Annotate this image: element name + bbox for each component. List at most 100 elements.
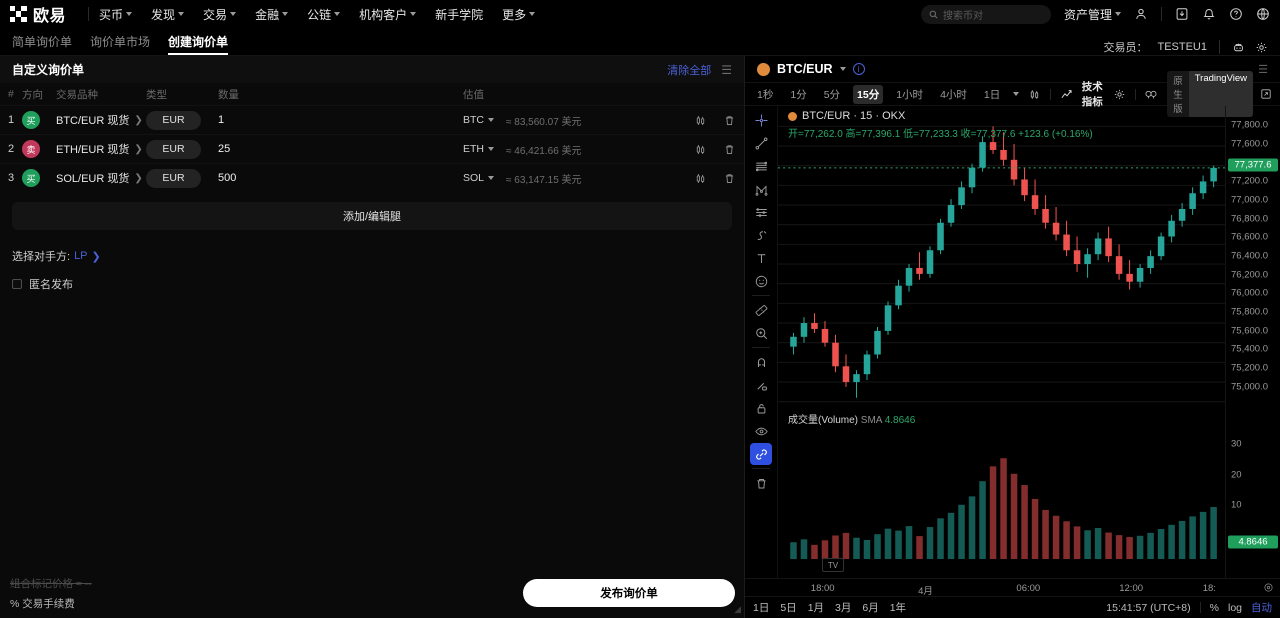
chart-plot[interactable]: BTC/EUR · 15 · OKX 开=77,262.0 高=77,396.1… xyxy=(778,106,1225,578)
direction-badge-buy[interactable]: 买 xyxy=(22,169,40,187)
nav-item-more[interactable]: 更多 xyxy=(502,6,536,23)
currency-selector[interactable]: BTC xyxy=(463,114,494,126)
table-row[interactable]: 3 买 SOL/EUR 现货 ❯ EUR 500 SOL ≈ 63,147.15… xyxy=(0,163,744,192)
range-1d[interactable]: 1日 xyxy=(753,602,770,614)
search-input[interactable]: 搜索币对 xyxy=(920,4,1051,24)
nav-item-trade[interactable]: 交易 xyxy=(203,6,237,23)
nav-item-institutional[interactable]: 机构客户 xyxy=(359,6,417,23)
chevron-down-icon[interactable] xyxy=(1013,92,1020,96)
info-icon[interactable]: i xyxy=(852,63,865,75)
compare-symbol-icon[interactable] xyxy=(1144,88,1158,101)
currency-selector[interactable]: ETH xyxy=(463,143,494,155)
log-scale-button[interactable]: log xyxy=(1227,601,1242,614)
timeframe-4h[interactable]: 4小时 xyxy=(940,88,967,101)
row-symbol[interactable]: ETH/EUR 现货 ❯ xyxy=(56,141,146,157)
delete-icon[interactable] xyxy=(723,114,736,127)
zoom-tool-icon[interactable] xyxy=(750,322,772,344)
type-pill[interactable]: EUR xyxy=(146,139,201,159)
chart-panel-menu-icon[interactable]: ☰ xyxy=(1258,63,1268,76)
assets-management-menu[interactable]: 资产管理 xyxy=(1064,6,1121,23)
candlestick-icon[interactable] xyxy=(694,114,707,127)
timeframe-1h[interactable]: 1小时 xyxy=(896,88,924,101)
nav-item-finance[interactable]: 金融 xyxy=(255,6,289,23)
pitchfork-tool-icon[interactable] xyxy=(750,178,772,200)
nav-item-buy-crypto[interactable]: 买币 xyxy=(99,6,133,23)
resize-handle[interactable]: ◢ xyxy=(734,604,741,614)
range-1m[interactable]: 1月 xyxy=(807,602,825,614)
text-tool-icon[interactable] xyxy=(750,247,772,269)
globe-icon[interactable] xyxy=(1256,7,1270,21)
range-3m[interactable]: 3月 xyxy=(835,602,852,614)
quantity-input[interactable]: 25 xyxy=(218,143,231,155)
gear-icon[interactable] xyxy=(1255,41,1268,54)
remove-drawings-icon[interactable] xyxy=(750,472,772,494)
timeframe-1m[interactable]: 1分 xyxy=(790,88,807,101)
row-direction[interactable]: 卖 xyxy=(22,140,56,158)
table-row[interactable]: 1 买 BTC/EUR 现货 ❯ EUR 1 BTC ≈ 83,560.07 美… xyxy=(0,105,744,134)
help-icon[interactable] xyxy=(1229,7,1243,21)
price-axis[interactable]: 77,800.077,600.077,400.077,200.077,000.0… xyxy=(1225,106,1280,578)
add-edit-leg-button[interactable]: 添加/编辑腿 xyxy=(12,202,732,230)
candlestick-icon[interactable] xyxy=(694,172,707,185)
range-5d[interactable]: 5日 xyxy=(780,602,797,614)
delete-icon[interactable] xyxy=(723,143,736,156)
type-pill[interactable]: EUR xyxy=(146,110,201,130)
table-row[interactable]: 2 卖 ETH/EUR 现货 ❯ EUR 25 ETH ≈ 46,421.66 … xyxy=(0,134,744,163)
nav-item-academy[interactable]: 新手学院 xyxy=(435,6,483,23)
range-6m[interactable]: 6月 xyxy=(862,602,879,614)
clear-all-button[interactable]: 清除全部 xyxy=(667,64,712,77)
anonymous-publish-row[interactable]: 匿名发布 xyxy=(0,264,744,292)
currency-selector[interactable]: SOL xyxy=(463,172,495,184)
quantity-input[interactable]: 500 xyxy=(218,172,237,184)
quantity-input[interactable]: 1 xyxy=(218,114,225,126)
counterparty-value[interactable]: LP xyxy=(74,250,88,262)
crosshair-tool-icon[interactable] xyxy=(750,109,772,131)
lock-icon[interactable] xyxy=(750,397,772,419)
anonymous-checkbox[interactable] xyxy=(12,279,22,289)
link-tool-icon[interactable] xyxy=(750,443,772,465)
indicators-icon[interactable] xyxy=(1060,88,1073,101)
measure-tool-icon[interactable] xyxy=(750,299,772,321)
tab-simple-rfq[interactable]: 简单询价单 xyxy=(12,28,72,55)
panel-menu-icon[interactable]: ☰ xyxy=(721,62,732,77)
row-direction[interactable]: 买 xyxy=(22,169,56,187)
indicators-label[interactable]: 技术指标 xyxy=(1081,81,1103,108)
timeframe-1s[interactable]: 1秒 xyxy=(757,88,774,101)
type-pill[interactable]: EUR xyxy=(146,168,201,188)
publish-rfq-button[interactable]: 发布询价单 xyxy=(523,579,735,607)
chart-pair-label[interactable]: BTC/EUR xyxy=(777,62,833,76)
nav-item-chain[interactable]: 公链 xyxy=(307,6,341,23)
row-direction[interactable]: 买 xyxy=(22,111,56,129)
direction-badge-sell[interactable]: 卖 xyxy=(22,140,40,158)
delete-icon[interactable] xyxy=(723,172,736,185)
timeframe-15m[interactable]: 15分 xyxy=(853,84,884,104)
engine-native[interactable]: 原生版 xyxy=(1173,76,1183,115)
direction-badge-buy[interactable]: 买 xyxy=(22,111,40,129)
auto-scale-button[interactable]: 自动 xyxy=(1251,602,1272,614)
percent-scale-button[interactable]: % xyxy=(1209,601,1219,614)
robot-icon[interactable] xyxy=(1232,41,1245,54)
row-symbol[interactable]: SOL/EUR 现货 ❯ xyxy=(56,170,146,186)
magnet-tool-icon[interactable] xyxy=(750,351,772,373)
okx-logo[interactable]: 欧易 xyxy=(10,2,66,26)
bell-icon[interactable] xyxy=(1202,7,1216,21)
time-axis[interactable]: 18:00 4月 06:00 12:00 18: xyxy=(745,578,1280,597)
trend-line-tool-icon[interactable] xyxy=(750,132,772,154)
row-symbol[interactable]: BTC/EUR 现货 ❯ xyxy=(56,112,146,128)
chart-settings-gear-icon[interactable] xyxy=(1113,88,1126,101)
download-icon[interactable] xyxy=(1175,7,1189,21)
user-icon[interactable] xyxy=(1134,7,1148,21)
tab-create-rfq[interactable]: 创建询价单 xyxy=(168,28,229,55)
counterparty-selector[interactable]: 选择对手方: LP ❯ xyxy=(0,230,744,264)
brush-tool-icon[interactable] xyxy=(750,224,772,246)
candlestick-icon[interactable] xyxy=(694,143,707,156)
crosshair-target-icon[interactable] xyxy=(1263,582,1274,593)
range-1y[interactable]: 1年 xyxy=(889,602,907,614)
tab-rfq-market[interactable]: 询价单市场 xyxy=(90,28,150,55)
engine-tradingview[interactable]: TradingView xyxy=(1188,71,1253,117)
horizontal-lines-tool-icon[interactable] xyxy=(750,155,772,177)
emoji-tool-icon[interactable] xyxy=(750,270,772,292)
fibonacci-tool-icon[interactable] xyxy=(750,201,772,223)
candlestick-type-icon[interactable] xyxy=(1028,88,1041,101)
hide-drawings-eye-icon[interactable] xyxy=(750,420,772,442)
